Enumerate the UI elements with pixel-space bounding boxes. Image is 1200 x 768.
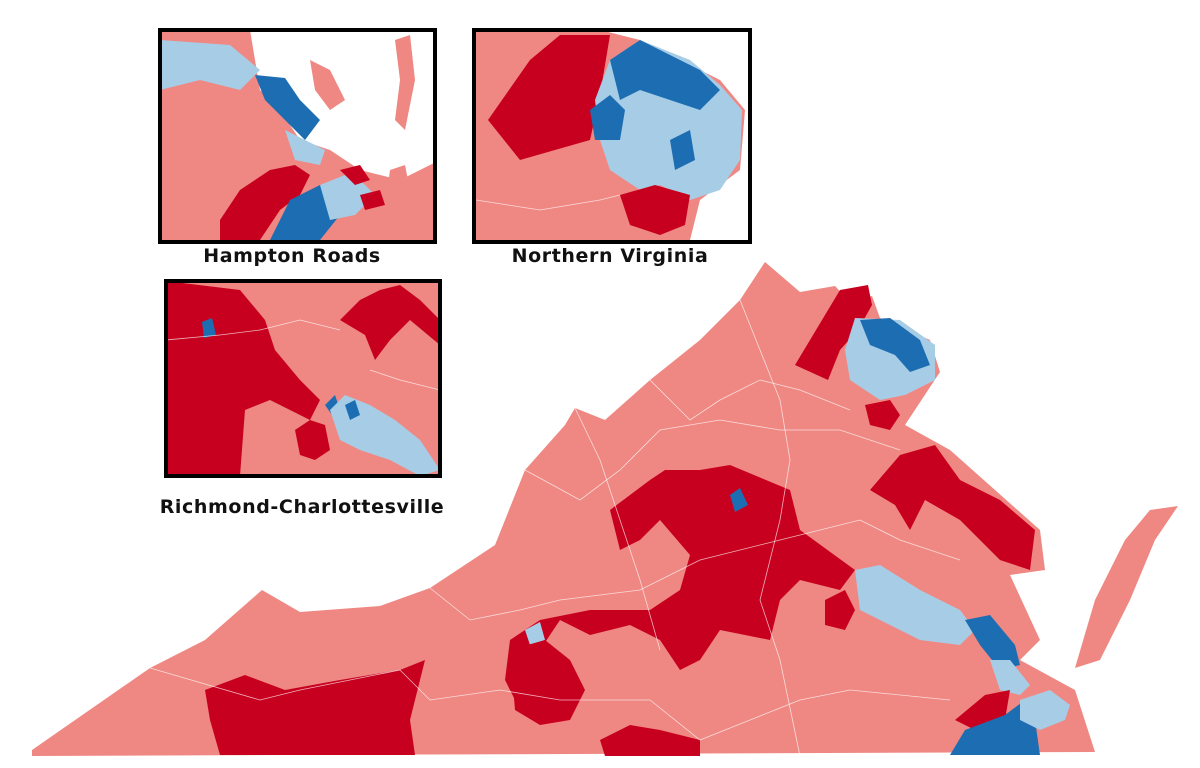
red-region <box>870 445 1035 570</box>
hampton-roads-inset <box>162 32 433 240</box>
region-border <box>524 419 901 501</box>
red-region <box>310 60 345 110</box>
red-region <box>220 165 310 240</box>
blue-region <box>990 660 1030 695</box>
blue-region <box>855 565 975 645</box>
inset-label: Hampton Roads <box>203 245 381 267</box>
blue-region <box>525 622 545 645</box>
inset-label: Northern Virginia <box>512 245 709 267</box>
richmond-charlottesville-inset <box>168 283 438 474</box>
inset-label: Richmond-Charlottesville <box>160 496 445 518</box>
blue-region <box>860 318 930 372</box>
blue-region <box>345 400 360 420</box>
red-region <box>505 465 855 700</box>
blue-region <box>965 615 1020 670</box>
red-region <box>205 660 425 755</box>
state <box>32 262 1178 757</box>
blue-region <box>610 40 720 110</box>
red-region <box>360 190 385 210</box>
red-region <box>1075 506 1178 668</box>
blue-region <box>1020 690 1070 730</box>
region-border <box>149 667 951 741</box>
red-region <box>620 185 690 235</box>
red-region <box>825 590 855 630</box>
blue-region <box>730 488 748 512</box>
region-border <box>649 379 851 421</box>
red-region <box>865 400 900 430</box>
red-region <box>340 165 370 185</box>
blue-region <box>202 318 216 338</box>
blue-region <box>255 75 320 140</box>
blue-region <box>162 40 260 90</box>
water <box>250 32 433 180</box>
blue-region <box>285 130 325 165</box>
inset-frame <box>164 279 442 478</box>
red-region <box>488 35 610 160</box>
red-region <box>395 35 415 130</box>
red-region <box>510 640 585 725</box>
northern-virginia-inset <box>476 32 748 240</box>
blue-region <box>320 175 375 220</box>
region-border <box>369 369 438 390</box>
blue-region <box>950 700 1040 755</box>
inset-frame <box>158 28 437 244</box>
region-border <box>574 407 661 651</box>
region-border <box>429 519 961 621</box>
red-region <box>340 285 438 360</box>
red-region <box>32 262 1095 756</box>
water <box>608 32 748 240</box>
red-region <box>380 165 420 240</box>
region-border <box>739 299 801 757</box>
region-border <box>476 194 621 211</box>
red-region <box>295 420 330 460</box>
inset-frame <box>472 28 752 244</box>
red-region <box>795 285 872 380</box>
blue-region <box>590 95 625 140</box>
region-border <box>168 319 341 341</box>
red-region <box>600 725 700 756</box>
blue-region <box>670 130 695 170</box>
